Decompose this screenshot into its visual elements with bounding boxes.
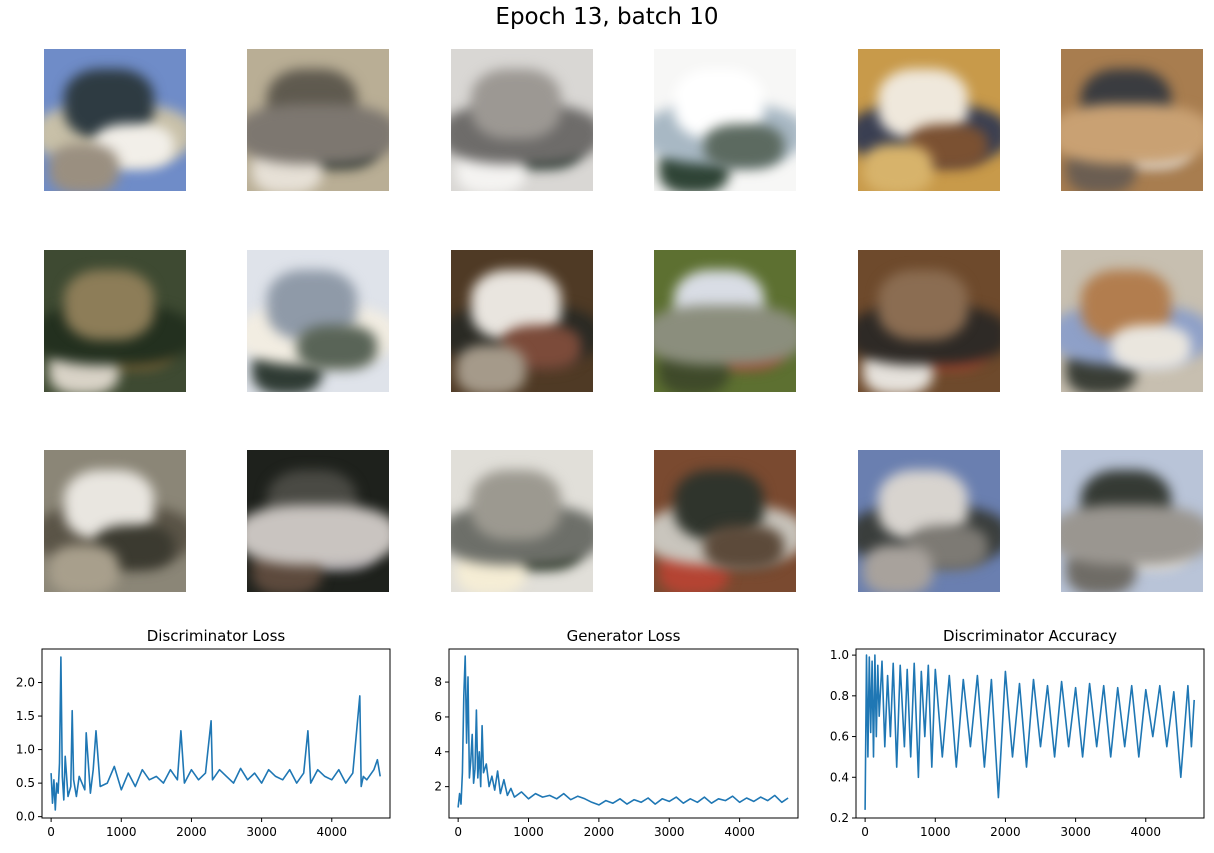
x-tick-label: 0 xyxy=(861,825,869,839)
sample-image xyxy=(451,250,593,392)
sample-image xyxy=(1061,250,1203,392)
y-tick-label: 0.6 xyxy=(830,730,849,744)
sample-image xyxy=(654,49,796,191)
x-tick-label: 3000 xyxy=(246,825,277,839)
x-tick-label: 0 xyxy=(47,825,55,839)
y-tick-label: 1.0 xyxy=(830,648,849,662)
series-line xyxy=(457,655,789,808)
plot-frame xyxy=(855,648,1205,819)
sample-image xyxy=(451,450,593,592)
series-line xyxy=(864,654,1195,810)
sample-image xyxy=(1061,450,1203,592)
sample-image xyxy=(1061,49,1203,191)
sample-image xyxy=(247,49,389,191)
sample-image xyxy=(858,450,1000,592)
sample-image xyxy=(247,250,389,392)
x-tick-label: 4000 xyxy=(1130,825,1161,839)
sample-image xyxy=(44,49,186,191)
x-tick-label: 1000 xyxy=(920,825,951,839)
x-tick-label: 1000 xyxy=(106,825,137,839)
sample-image xyxy=(858,49,1000,191)
y-tick-label: 0.5 xyxy=(16,776,35,790)
y-tick-label: 1.0 xyxy=(16,743,35,757)
x-tick-label: 0 xyxy=(454,825,462,839)
chart-title: Discriminator Accuracy xyxy=(943,627,1117,645)
plot-frame xyxy=(448,648,799,819)
chart-1: Discriminator Loss 0 1000 2000 3000 4000 0.0 0.… xyxy=(16,627,391,839)
sample-image xyxy=(247,450,389,592)
y-tick-label: 0.0 xyxy=(16,810,35,824)
figure-title: Epoch 13, batch 10 xyxy=(495,4,719,30)
x-tick-label: 2000 xyxy=(584,825,615,839)
y-tick-label: 4 xyxy=(434,745,442,759)
plot-frame xyxy=(41,648,391,819)
sample-image xyxy=(44,250,186,392)
y-tick-label: 2.0 xyxy=(16,676,35,690)
chart-2: Generator Loss 0 1000 2000 3000 4000 2 4 6 8 xyxy=(434,627,799,839)
x-tick-label: 4000 xyxy=(724,825,755,839)
x-tick-label: 2000 xyxy=(176,825,207,839)
y-tick-label: 0.2 xyxy=(830,811,849,825)
sample-image xyxy=(858,250,1000,392)
y-tick-label: 8 xyxy=(434,675,442,689)
series-line xyxy=(50,656,381,811)
y-tick-label: 1.5 xyxy=(16,709,35,723)
sample-image xyxy=(654,450,796,592)
x-tick-label: 3000 xyxy=(1060,825,1091,839)
x-tick-label: 2000 xyxy=(990,825,1021,839)
chart-title: Discriminator Loss xyxy=(147,627,286,645)
chart-title: Generator Loss xyxy=(567,627,681,645)
chart-3: Discriminator Accuracy 0 1000 2000 3000 4000 0… xyxy=(830,627,1205,839)
y-tick-label: 6 xyxy=(434,710,442,724)
x-tick-label: 4000 xyxy=(316,825,347,839)
x-tick-label: 1000 xyxy=(513,825,544,839)
sample-image xyxy=(44,450,186,592)
y-tick-label: 2 xyxy=(434,780,442,794)
sample-image xyxy=(654,250,796,392)
generated-samples-grid xyxy=(44,49,1203,592)
sample-image xyxy=(451,49,593,191)
y-tick-label: 0.4 xyxy=(830,770,849,784)
x-tick-label: 3000 xyxy=(654,825,685,839)
y-tick-label: 0.8 xyxy=(830,689,849,703)
